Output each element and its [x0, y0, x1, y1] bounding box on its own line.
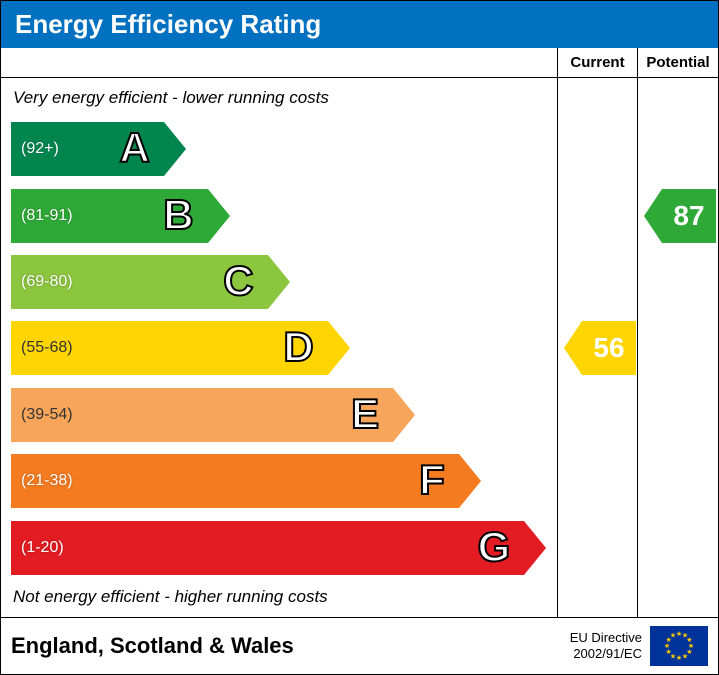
bands-wrap: (92+) A (81-91) B (69-80) C (55-68) D (39-54) E (2…	[1, 114, 557, 583]
band-letter: B	[163, 191, 193, 239]
band-letter: C	[223, 257, 253, 305]
band-range-label: (1-20)	[11, 539, 64, 557]
current-pointer: 56	[564, 321, 636, 375]
band-bar: (39-54) E	[11, 388, 393, 442]
band-arrow	[328, 321, 350, 375]
band-arrow	[459, 454, 481, 508]
band-letter: D	[283, 324, 313, 372]
directive-line2: 2002/91/EC	[573, 646, 642, 661]
directive-line1: EU Directive	[570, 630, 642, 645]
epc-chart: Energy Efficiency Rating Current Potenti…	[0, 0, 719, 675]
caption-top: Very energy efficient - lower running co…	[1, 84, 557, 114]
band-c: (69-80) C	[11, 255, 557, 309]
column-header-row: Current Potential	[1, 48, 718, 78]
column-header-potential: Potential	[638, 48, 718, 77]
bands-column: Very energy efficient - lower running co…	[1, 78, 558, 617]
pointer-arrow	[644, 189, 662, 243]
band-bar: (21-38) F	[11, 454, 459, 508]
column-header-current: Current	[558, 48, 638, 77]
band-letter: A	[120, 124, 150, 172]
band-range-label: (81-91)	[11, 207, 73, 225]
band-f: (21-38) F	[11, 454, 557, 508]
eu-flag-icon: ★★★★★★★★★★★★	[650, 626, 708, 666]
directive-label: EU Directive 2002/91/EC	[570, 630, 642, 661]
band-arrow	[268, 255, 290, 309]
band-bar: (55-68) D	[11, 321, 328, 375]
potential-pointer: 87	[644, 189, 716, 243]
band-letter: F	[419, 456, 445, 504]
band-range-label: (92+)	[11, 140, 59, 158]
potential-column: 87	[638, 78, 718, 617]
current-column: 56	[558, 78, 638, 617]
band-arrow	[164, 122, 186, 176]
band-bar: (1-20) G	[11, 521, 524, 575]
band-bar: (69-80) C	[11, 255, 268, 309]
pointer-value: 56	[582, 321, 636, 375]
band-range-label: (55-68)	[11, 339, 73, 357]
band-letter: G	[478, 523, 511, 571]
band-g: (1-20) G	[11, 521, 557, 575]
band-letter: E	[351, 390, 379, 438]
band-range-label: (39-54)	[11, 406, 73, 424]
header-spacer	[1, 48, 558, 77]
band-arrow	[524, 521, 546, 575]
pointer-value: 87	[662, 189, 716, 243]
pointer-arrow	[564, 321, 582, 375]
band-bar: (92+) A	[11, 122, 164, 176]
band-range-label: (69-80)	[11, 273, 73, 291]
caption-bottom: Not energy efficient - higher running co…	[1, 583, 557, 613]
band-a: (92+) A	[11, 122, 557, 176]
footer-row: England, Scotland & Wales EU Directive 2…	[1, 618, 718, 674]
chart-title: Energy Efficiency Rating	[1, 1, 718, 48]
band-arrow	[393, 388, 415, 442]
band-arrow	[208, 189, 230, 243]
band-e: (39-54) E	[11, 388, 557, 442]
band-range-label: (21-38)	[11, 472, 73, 490]
band-b: (81-91) B	[11, 189, 557, 243]
region-label: England, Scotland & Wales	[11, 633, 570, 659]
band-bar: (81-91) B	[11, 189, 208, 243]
band-d: (55-68) D	[11, 321, 557, 375]
chart-body: Very energy efficient - lower running co…	[1, 78, 718, 618]
